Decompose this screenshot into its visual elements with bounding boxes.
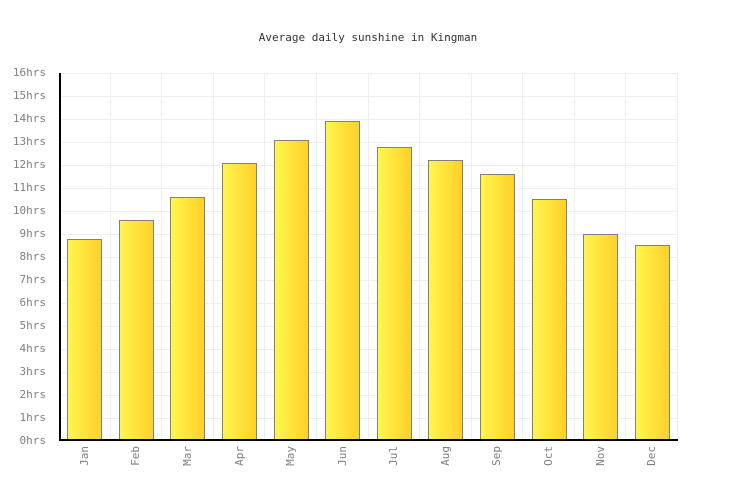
bar-nov bbox=[583, 234, 618, 441]
x-tick-label: Nov bbox=[594, 446, 607, 466]
x-tick-label: Apr bbox=[233, 446, 246, 466]
vertical-gridline bbox=[316, 73, 317, 441]
vertical-gridline bbox=[213, 73, 214, 441]
vertical-gridline bbox=[522, 73, 523, 441]
plot-area bbox=[59, 73, 678, 441]
y-tick-label: 14hrs bbox=[12, 112, 46, 125]
x-tick-label: Jan bbox=[78, 446, 91, 466]
bar-oct bbox=[532, 199, 567, 441]
y-tick-label: 2hrs bbox=[19, 388, 47, 401]
vertical-gridline bbox=[368, 73, 369, 441]
x-tick-label: Oct bbox=[542, 446, 555, 466]
vertical-gridline bbox=[419, 73, 420, 441]
bar-jul bbox=[377, 147, 412, 441]
bar-feb bbox=[119, 220, 154, 441]
y-tick-label: 7hrs bbox=[19, 273, 47, 286]
bar-may bbox=[274, 140, 309, 441]
bar-sep bbox=[480, 174, 515, 441]
vertical-gridline bbox=[574, 73, 575, 441]
vertical-gridline bbox=[264, 73, 265, 441]
x-tick-label: Dec bbox=[645, 446, 658, 466]
vertical-gridline bbox=[471, 73, 472, 441]
x-axis-labels: Jan Feb Mar Apr May Jun Jul Aug Sep Oct Nov Dec bbox=[59, 446, 678, 500]
y-tick-label: 13hrs bbox=[12, 135, 46, 148]
chart-title: Average daily sunshine in Kingman bbox=[258, 31, 478, 44]
y-tick-label: 0hrs bbox=[19, 434, 47, 447]
y-tick-label: 3hrs bbox=[19, 365, 47, 378]
bar-dec bbox=[635, 245, 670, 441]
x-tick-label: May bbox=[284, 446, 297, 466]
x-axis-line bbox=[59, 439, 678, 441]
x-tick-label: Mar bbox=[181, 446, 194, 466]
vertical-gridline bbox=[161, 73, 162, 441]
vertical-gridline bbox=[110, 73, 111, 441]
y-tick-label: 11hrs bbox=[12, 181, 46, 194]
x-tick-label: Jul bbox=[387, 446, 400, 466]
y-tick-label: 6hrs bbox=[19, 296, 47, 309]
x-tick-label: Jun bbox=[336, 446, 349, 466]
bar-mar bbox=[170, 197, 205, 441]
y-tick-label: 12hrs bbox=[12, 158, 46, 171]
bar-jun bbox=[325, 121, 360, 441]
y-axis-line bbox=[59, 73, 61, 441]
x-tick-label: Sep bbox=[490, 446, 503, 466]
bar-apr bbox=[222, 163, 257, 441]
y-tick-label: 1hrs bbox=[19, 411, 47, 424]
y-tick-label: 9hrs bbox=[19, 227, 47, 240]
y-tick-label: 5hrs bbox=[19, 319, 47, 332]
x-tick-label: Feb bbox=[129, 446, 142, 466]
vertical-gridline bbox=[677, 73, 678, 441]
y-tick-label: 16hrs bbox=[12, 66, 46, 79]
y-tick-label: 8hrs bbox=[19, 250, 47, 263]
y-axis-labels: 0hrs 1hrs 2hrs 3hrs 4hrs 5hrs 6hrs 7hrs 8hrs 9hrs… bbox=[0, 0, 46, 500]
bar-jan bbox=[67, 239, 102, 441]
x-tick-label: Aug bbox=[439, 446, 452, 466]
y-tick-label: 15hrs bbox=[12, 89, 46, 102]
y-tick-label: 10hrs bbox=[12, 204, 46, 217]
y-tick-label: 4hrs bbox=[19, 342, 47, 355]
vertical-gridline bbox=[625, 73, 626, 441]
bar-aug bbox=[428, 160, 463, 441]
